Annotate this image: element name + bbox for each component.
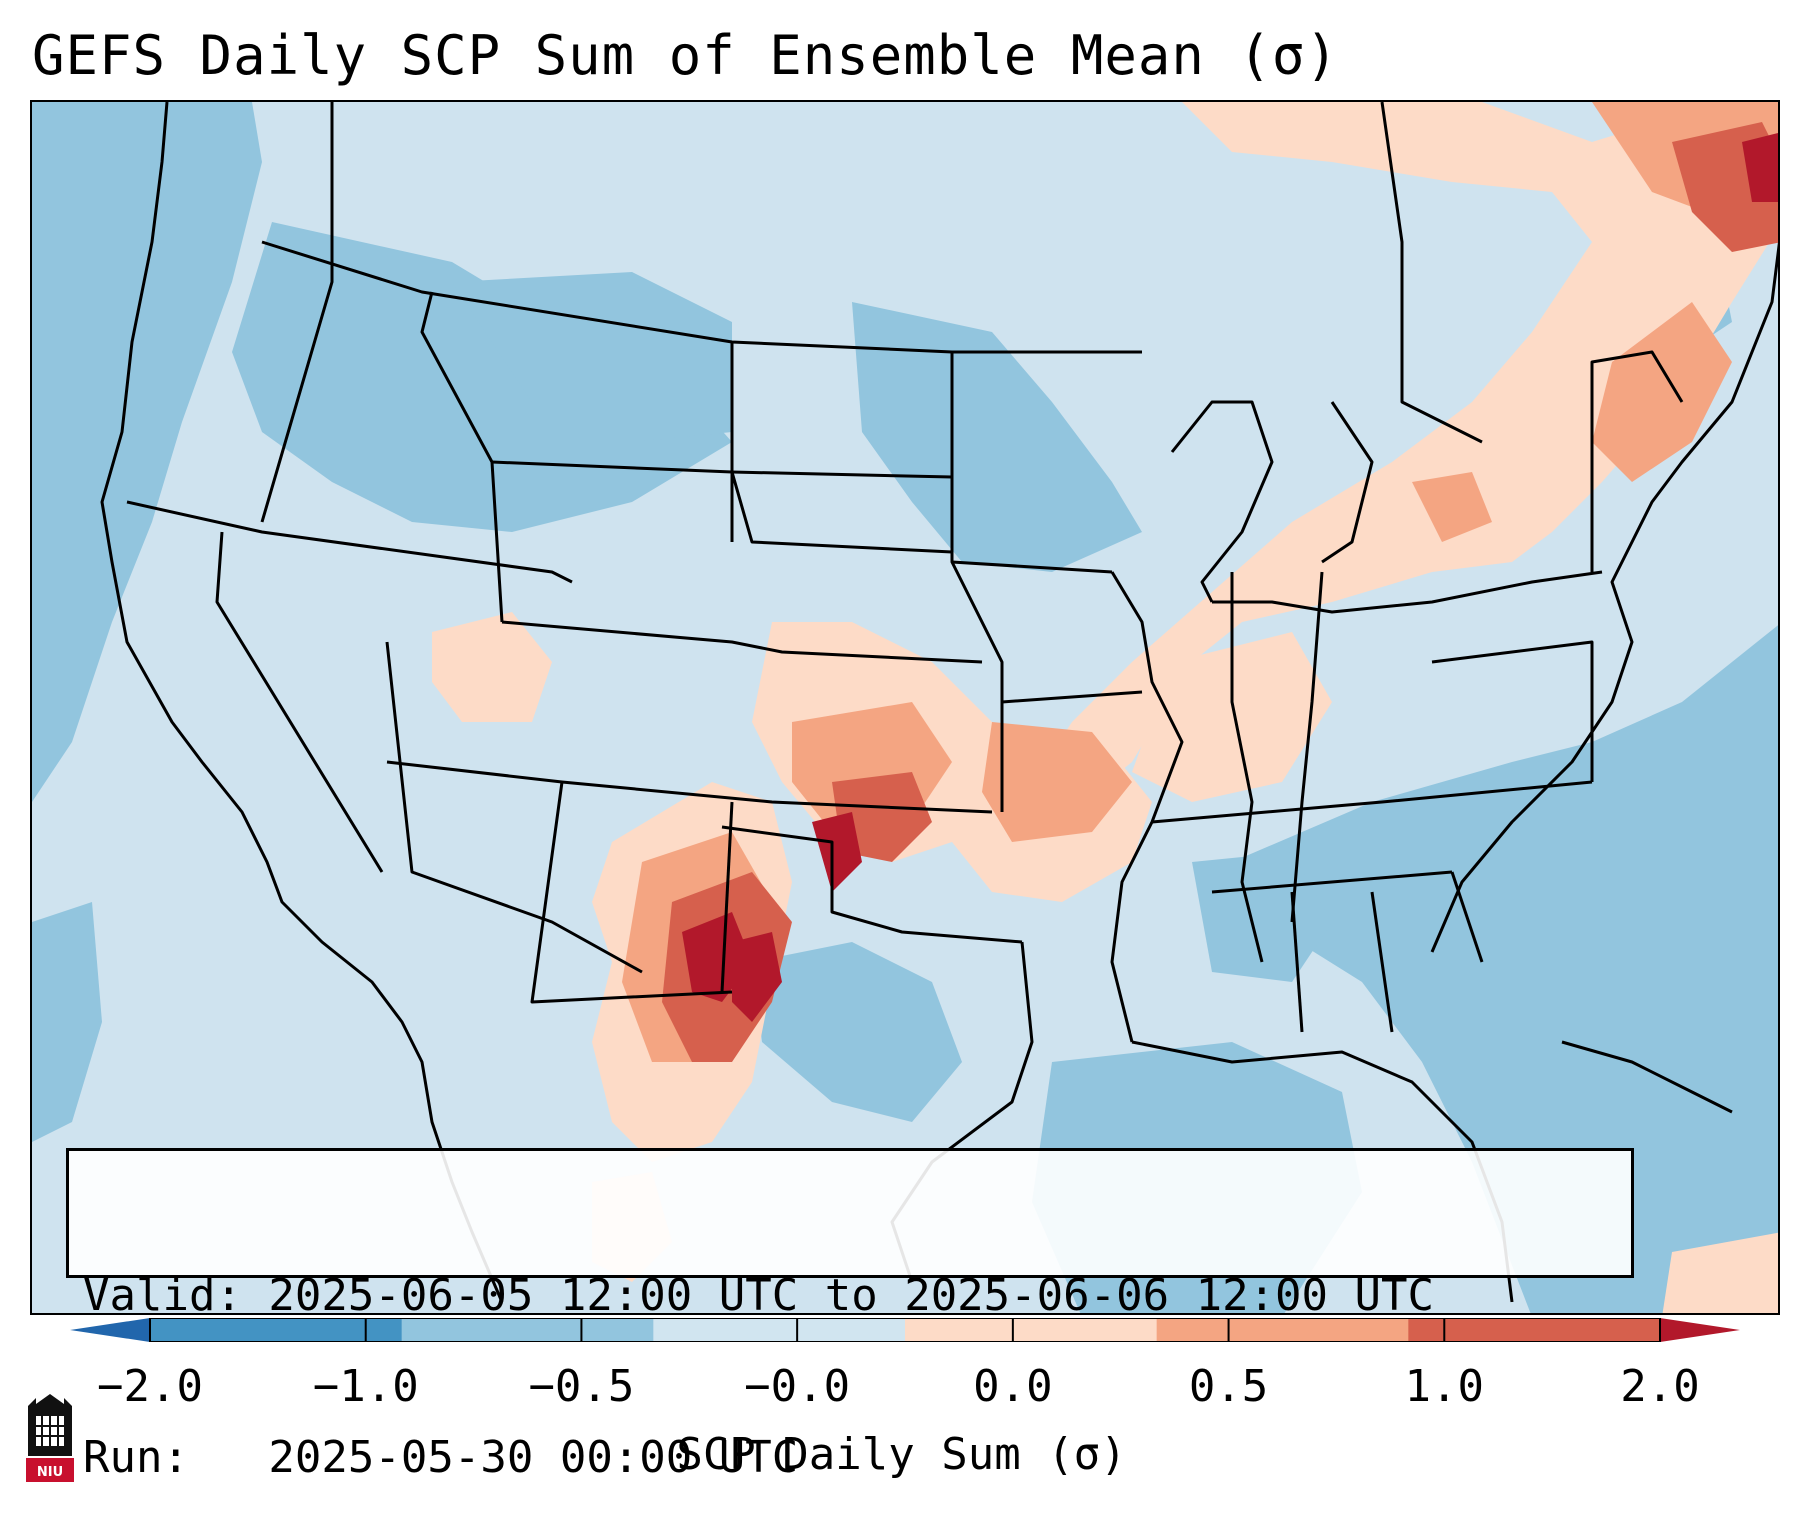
colorbar-segment [905,1318,1158,1342]
southeast-atlantic-blue-region [1232,625,1778,1313]
pacific-blue-patch [32,902,102,1142]
ms-al-border [1290,891,1304,1033]
lake-huron [1321,401,1374,564]
upper-midwest-blue-region [852,302,1142,572]
or-ca-border [126,500,573,584]
idaho-montana-border [420,291,504,623]
oklahoma-extreme [812,812,862,892]
logo-window-grid [36,1416,64,1446]
pacific-coast [100,102,504,1303]
va-border [1431,640,1594,782]
caribbean-positive-patch [1662,1232,1778,1313]
wy-border [491,460,953,554]
colorbar-segment [401,1318,654,1342]
in-oh-border [1290,571,1324,923]
texas-extreme-2 [732,932,782,1022]
quebec-ontario-line [1380,102,1483,444]
colorbar-tick-label: −1.0 [312,1361,419,1412]
new-england-moderate [1592,302,1732,482]
great-lakes-south [1212,570,1603,614]
four-corners-line [386,760,993,814]
al-ga-border [1370,891,1394,1033]
colorbar-arrow-min [70,1318,150,1342]
az-border [385,641,643,974]
ca-nv-border [215,531,384,873]
run-time-text: Run: 2025-05-30 00:00 UTC [83,1432,799,1483]
tn-south-border [1211,870,1453,894]
colorbar-tick-label: 0.0 [973,1361,1053,1412]
ohio-valley-positive [1132,632,1332,802]
northeast-positive-band [1012,102,1778,842]
montana-blue-region [452,272,732,442]
tn-ky-border [1151,780,1593,824]
texas-blue-region [752,942,962,1122]
atlantic-coast [1430,241,1778,953]
ia-mo-border [1001,690,1143,704]
logo-text: NIU [37,1465,63,1480]
colorbar-segments [150,1318,1661,1342]
ok-tx-border [721,825,1023,944]
mn-ia-mo-west-border [950,352,1004,812]
il-in-border [1230,572,1264,963]
colorbar-label: SCP Daily Sum (σ) [676,1429,1127,1480]
ia-north-border [951,560,1113,574]
colorbar-tick-label: 0.5 [1188,1361,1269,1412]
niu-logo-icon: NIU [26,1394,74,1482]
bahamas-cuba-coast [1561,1040,1733,1114]
colorbar-segment [1156,1318,1409,1342]
valid-time-text: Valid: 2025-06-05 12:00 UTC to 2025-06-0… [83,1270,1435,1321]
colorbar [70,1318,1740,1342]
lake-michigan [1170,400,1274,603]
colorbar-tick-label: −0.5 [528,1361,635,1412]
colorbar-arrow-max [1660,1318,1740,1342]
colorbar-tick-label: −2.0 [97,1361,203,1412]
pacific-blue-region [32,102,262,802]
logo-badge [26,1458,74,1482]
nd-sd-border [731,470,953,479]
maine-extreme [1742,133,1778,202]
idaho-west-border [260,102,334,523]
colorbar-tick-label: −0.0 [744,1361,851,1412]
colorbar-tick-label: 2.0 [1620,1361,1700,1412]
ga-sc-border [1450,871,1484,963]
nm-west-border [530,781,733,1004]
valid-run-info-box: Valid: 2025-06-05 12:00 UTC to 2025-06-0… [66,1148,1634,1483]
colorbar-segment [150,1318,403,1342]
coastlines-and-borders [100,102,1778,1303]
ny-pa-border [1590,350,1684,572]
nm-east-border [720,801,734,993]
colorbar-segment [653,1318,906,1342]
colorado-border [501,620,983,664]
northwest-blue-region [232,222,732,532]
mississippi-river [1110,571,1184,1043]
chart-title: GEFS Daily SCP Sum of Ensemble Mean (σ) [32,24,1339,87]
colorbar-tick-label: 1.0 [1404,1361,1485,1412]
colorado-plateau-positive [432,612,552,722]
scp-map [32,102,1778,1313]
colorbar-segment [1408,1318,1661,1342]
map-panel [30,100,1780,1315]
missouri-moderate [982,722,1132,842]
extreme-positive-regions [682,133,1778,1022]
ontario-moderate [1412,472,1492,542]
